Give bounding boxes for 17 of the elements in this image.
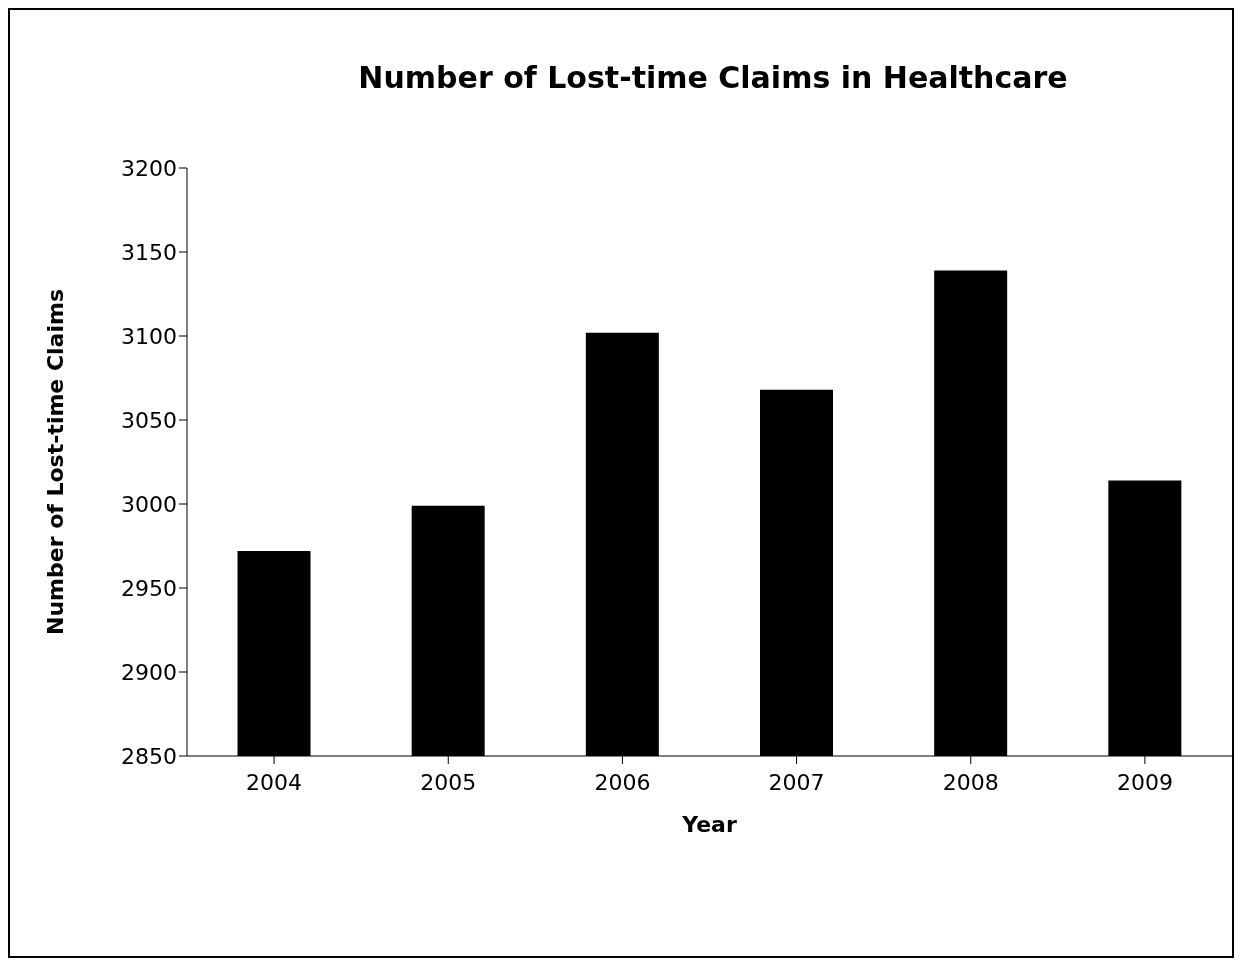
y-tick-label: 2900 (121, 659, 177, 685)
y-tick-label: 3000 (121, 491, 177, 517)
y-tick-label: 3150 (121, 239, 177, 265)
y-tick-label: 3200 (121, 155, 177, 181)
x-tick-label: 2005 (420, 769, 477, 795)
x-tick-label: 2004 (246, 769, 303, 795)
y-tick-label: 3100 (121, 323, 177, 349)
y-tick-label: 3050 (121, 407, 177, 433)
x-tick-label: 2008 (942, 769, 999, 795)
y-axis-title: Number of Lost-time Claims (42, 288, 68, 636)
x-axis-title: Year (681, 811, 737, 837)
y-tick-label: 2850 (121, 743, 177, 769)
x-tick-label: 2007 (768, 769, 825, 795)
x-tick-label: 2006 (594, 769, 651, 795)
x-tick-label: 2009 (1116, 769, 1173, 795)
y-tick-label: 2950 (121, 575, 177, 601)
chart-title: Number of Lost-time Claims in Healthcare (357, 60, 1069, 95)
